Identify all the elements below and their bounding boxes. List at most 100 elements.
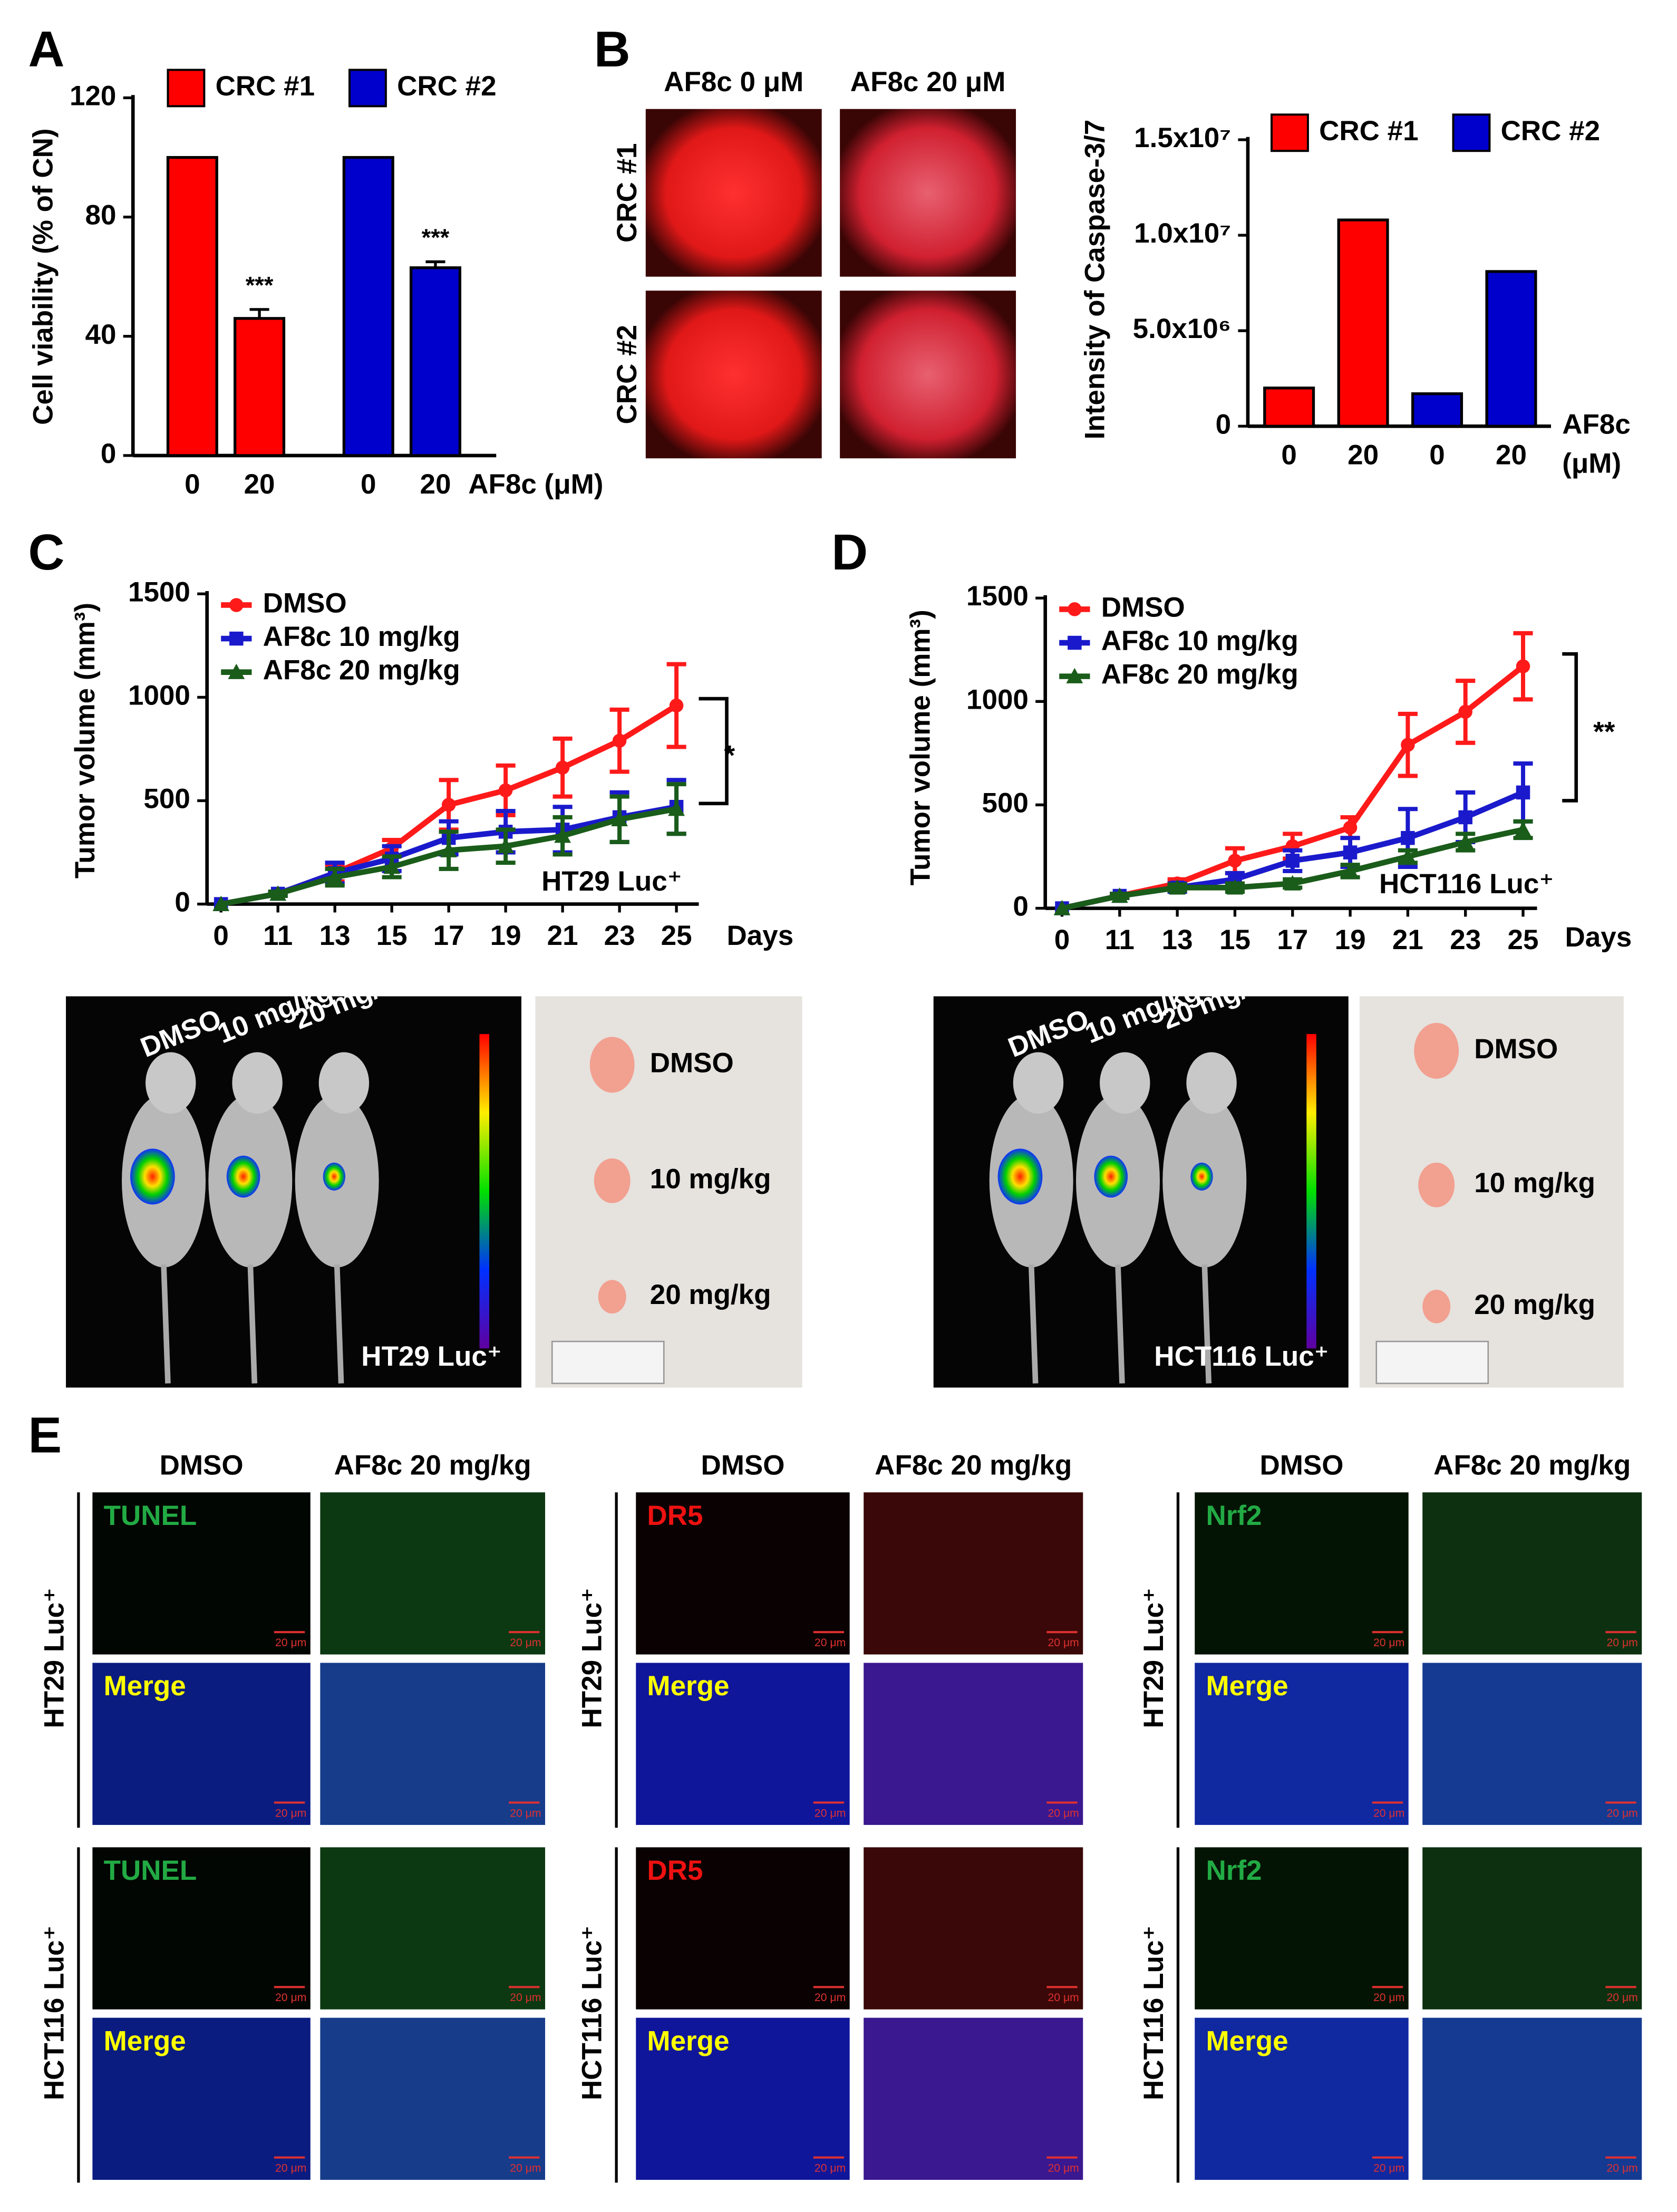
significance: * (724, 740, 735, 771)
stain-label: Merge (647, 1670, 729, 1702)
y-tick-label: 0 (101, 438, 116, 469)
bar (234, 317, 286, 457)
row-label: HCT116 Luc⁺ (1138, 1926, 1169, 2100)
scale-bar-label: 20 μm (815, 2162, 846, 2174)
marker (212, 895, 230, 911)
tumor (1418, 1162, 1455, 1208)
marker (555, 760, 570, 775)
ruler (1375, 1340, 1489, 1384)
scale-bar-label: 20 μm (1048, 1637, 1079, 1649)
scale-bar-label: 20 μm (1048, 1807, 1079, 1819)
tumor (589, 1037, 635, 1093)
marker (441, 798, 456, 812)
color-scale (479, 1034, 489, 1349)
bar (1411, 392, 1463, 428)
fluorescence-image (320, 1847, 545, 2010)
fluorescence-image (636, 2017, 850, 2180)
marker (1343, 845, 1358, 859)
x-axis-label: Days (1565, 922, 1632, 953)
signal (997, 1148, 1043, 1205)
signal (1190, 1162, 1213, 1191)
marker (1068, 602, 1082, 616)
panel-letter: E (28, 1408, 62, 1464)
x-tick-label: 13 (1162, 924, 1193, 955)
signal (1094, 1155, 1128, 1198)
fluorescence-image (636, 1663, 850, 1825)
tumor-label: 20 mg/kg (650, 1279, 771, 1310)
fluorescence-image (320, 1492, 545, 1655)
fluorescence-image (92, 2017, 311, 2180)
legend-swatch (348, 69, 387, 108)
tumor (1422, 1289, 1451, 1324)
stain-label: TUNEL (104, 1500, 197, 1531)
fluorescence-image (864, 2017, 1083, 2180)
marker (1053, 900, 1071, 915)
bar (1337, 218, 1389, 428)
marker (554, 827, 571, 843)
scale-bar-label: 20 μm (275, 1637, 306, 1649)
mouse-tail (247, 1264, 258, 1384)
x-tick-label: 20 (420, 469, 451, 500)
ruler (551, 1340, 665, 1384)
stain-label: Merge (104, 2025, 186, 2056)
tumor-label: 20 mg/kg (1474, 1289, 1595, 1320)
bar (1263, 387, 1315, 428)
legend-label: AF8c 20 mg/kg (263, 655, 460, 686)
x-axis-label: AF8c (μM) (468, 469, 603, 500)
column-header: AF8c 20 μM (850, 66, 1006, 98)
fluorescence-image (1195, 1492, 1409, 1655)
panel-letter: A (28, 22, 64, 78)
scale-bar-label: 20 μm (815, 1637, 846, 1649)
legend-swatch (1452, 113, 1491, 152)
y-tick-label: 1000 (966, 684, 1029, 715)
row-label: HCT116 Luc⁺ (38, 1926, 70, 2100)
marker (612, 733, 627, 748)
marker (1284, 875, 1301, 891)
mouse-head (232, 1052, 283, 1114)
scale-bar-label: 20 μm (275, 1992, 306, 2004)
mouse-head (318, 1052, 370, 1114)
scale-bar-label: 20 μm (510, 1637, 541, 1649)
x-tick-label: 0 (1054, 924, 1070, 955)
tumor-label: 10 mg/kg (650, 1163, 771, 1194)
fluorescence-image (1195, 1847, 1409, 2010)
scale-bar-label: 20 μm (510, 1807, 541, 1819)
x-axis-label: Days (726, 920, 793, 951)
x-axis-label: AF8c (1562, 409, 1631, 440)
fluorescence-image (636, 1847, 850, 2010)
marker (326, 868, 344, 884)
x-tick-label: 0 (213, 920, 228, 951)
x-tick-label: 23 (604, 920, 635, 951)
fluorescence-image (1422, 1847, 1642, 2010)
x-tick-label: 11 (263, 920, 293, 951)
bar (166, 156, 218, 457)
marker (1401, 738, 1415, 752)
significance: ** (1593, 716, 1615, 747)
tumor-photo (535, 996, 802, 1388)
panel-letter: C (28, 525, 64, 581)
panel-letter: D (831, 525, 868, 581)
marker (1516, 659, 1530, 673)
tumor-label: 10 mg/kg (1474, 1167, 1595, 1199)
cell-line-label: HCT116 Luc⁺ (1379, 868, 1554, 900)
scale-bar-label: 20 μm (1373, 1807, 1404, 1819)
legend-label: AF8c 10 mg/kg (1101, 625, 1298, 656)
y-tick-label: 0 (1013, 891, 1028, 922)
fluorescence-image (320, 1663, 545, 1825)
cell-line-label: HCT116 Luc⁺ (1154, 1341, 1329, 1372)
marker (668, 800, 685, 816)
y-axis-label: Tumor volume (mm³) (905, 610, 936, 885)
signal (226, 1155, 260, 1198)
row-label: HT29 Luc⁺ (38, 1588, 70, 1728)
marker (228, 663, 245, 679)
scale-bar-label: 20 μm (1373, 1637, 1404, 1649)
mouse-head (1186, 1052, 1237, 1114)
row-label: CRC #1 (612, 143, 643, 243)
y-tick-label: 40 (85, 319, 116, 350)
scale-bar-label: 20 μm (1373, 1992, 1404, 2004)
y-tick-label: 1500 (128, 576, 190, 607)
stain-label: DR5 (647, 1500, 703, 1531)
marker (1457, 834, 1474, 849)
